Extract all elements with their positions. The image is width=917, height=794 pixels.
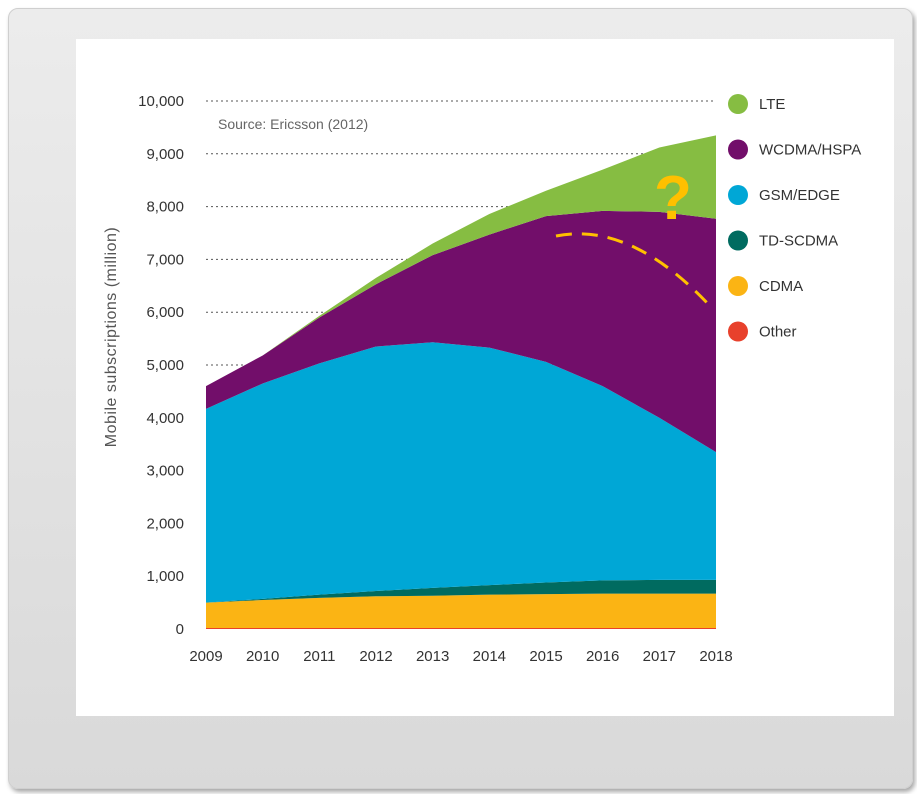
y-axis-ticks: 0 1,000 2,000 3,000 4,000 5,000 6,000 7,000 8,00… bbox=[138, 93, 184, 638]
legend-label-lte: LTE bbox=[759, 96, 785, 113]
legend-swatch-cdma bbox=[728, 276, 748, 296]
y-tick-label: 10,000 bbox=[138, 93, 184, 110]
x-axis-ticks: 2009 2010 2011 2012 2013 2014 2015 2016 2017 2018 bbox=[189, 648, 732, 665]
x-tick-label: 2015 bbox=[529, 648, 562, 665]
x-tick-label: 2012 bbox=[359, 648, 392, 665]
area-series bbox=[206, 135, 716, 629]
y-tick-label: 3,000 bbox=[146, 463, 184, 480]
x-tick-label: 2011 bbox=[303, 648, 335, 665]
stacked-area-chart: 0 1,000 2,000 3,000 4,000 5,000 6,000 7,000 8,00… bbox=[103, 93, 861, 665]
legend-label-other: Other bbox=[759, 324, 797, 341]
y-axis-label: Mobile subscriptions (million) bbox=[103, 227, 120, 447]
legend-swatch-td-scdma bbox=[728, 230, 748, 251]
source-annotation: Source: Ericsson (2012) bbox=[218, 116, 368, 132]
y-tick-label: 9,000 bbox=[146, 146, 184, 163]
x-tick-label: 2018 bbox=[699, 648, 732, 665]
y-tick-label: 4,000 bbox=[146, 410, 184, 427]
legend: LTE WCDMA/HSPA GSM/EDGE TD-SCDMA CDMA Other bbox=[728, 94, 861, 342]
y-tick-label: 1,000 bbox=[146, 568, 184, 585]
x-tick-label: 2009 bbox=[189, 648, 222, 665]
area-td-scdma bbox=[206, 579, 716, 603]
legend-label-gsm-edge: GSM/EDGE bbox=[759, 187, 840, 204]
y-tick-label: 5,000 bbox=[146, 357, 184, 374]
y-tick-label: 6,000 bbox=[146, 304, 184, 321]
legend-swatch-other bbox=[728, 321, 748, 342]
area-wcdma-hspa bbox=[206, 210, 716, 453]
legend-swatch-lte bbox=[728, 94, 748, 114]
y-tick-label: 7,000 bbox=[146, 251, 184, 268]
slide-frame: 0 1,000 2,000 3,000 4,000 5,000 6,000 7,000 8,00… bbox=[8, 8, 913, 789]
question-mark-annotation: ? bbox=[654, 164, 692, 233]
area-gsm-edge bbox=[206, 342, 716, 603]
x-tick-label: 2017 bbox=[643, 648, 676, 665]
y-tick-label: 0 bbox=[176, 621, 184, 638]
trend-dashed-curve bbox=[555, 232, 713, 309]
area-lte bbox=[206, 135, 716, 387]
legend-swatch-gsm-edge bbox=[728, 185, 748, 205]
y-tick-label: 8,000 bbox=[146, 199, 184, 216]
legend-swatch-wcdma-hspa bbox=[728, 139, 748, 160]
x-tick-label: 2010 bbox=[246, 648, 279, 665]
x-tick-label: 2014 bbox=[473, 648, 506, 665]
legend-label-cdma: CDMA bbox=[759, 278, 803, 295]
area-other bbox=[206, 627, 716, 629]
y-tick-label: 2,000 bbox=[146, 515, 184, 532]
x-tick-label: 2013 bbox=[416, 648, 449, 665]
legend-label-wcdma-hspa: WCDMA/HSPA bbox=[759, 142, 861, 159]
area-cdma bbox=[206, 593, 716, 628]
x-tick-label: 2016 bbox=[586, 648, 619, 665]
chart-panel: 0 1,000 2,000 3,000 4,000 5,000 6,000 7,000 8,00… bbox=[76, 39, 894, 716]
legend-label-td-scdma: TD-SCDMA bbox=[759, 233, 838, 250]
